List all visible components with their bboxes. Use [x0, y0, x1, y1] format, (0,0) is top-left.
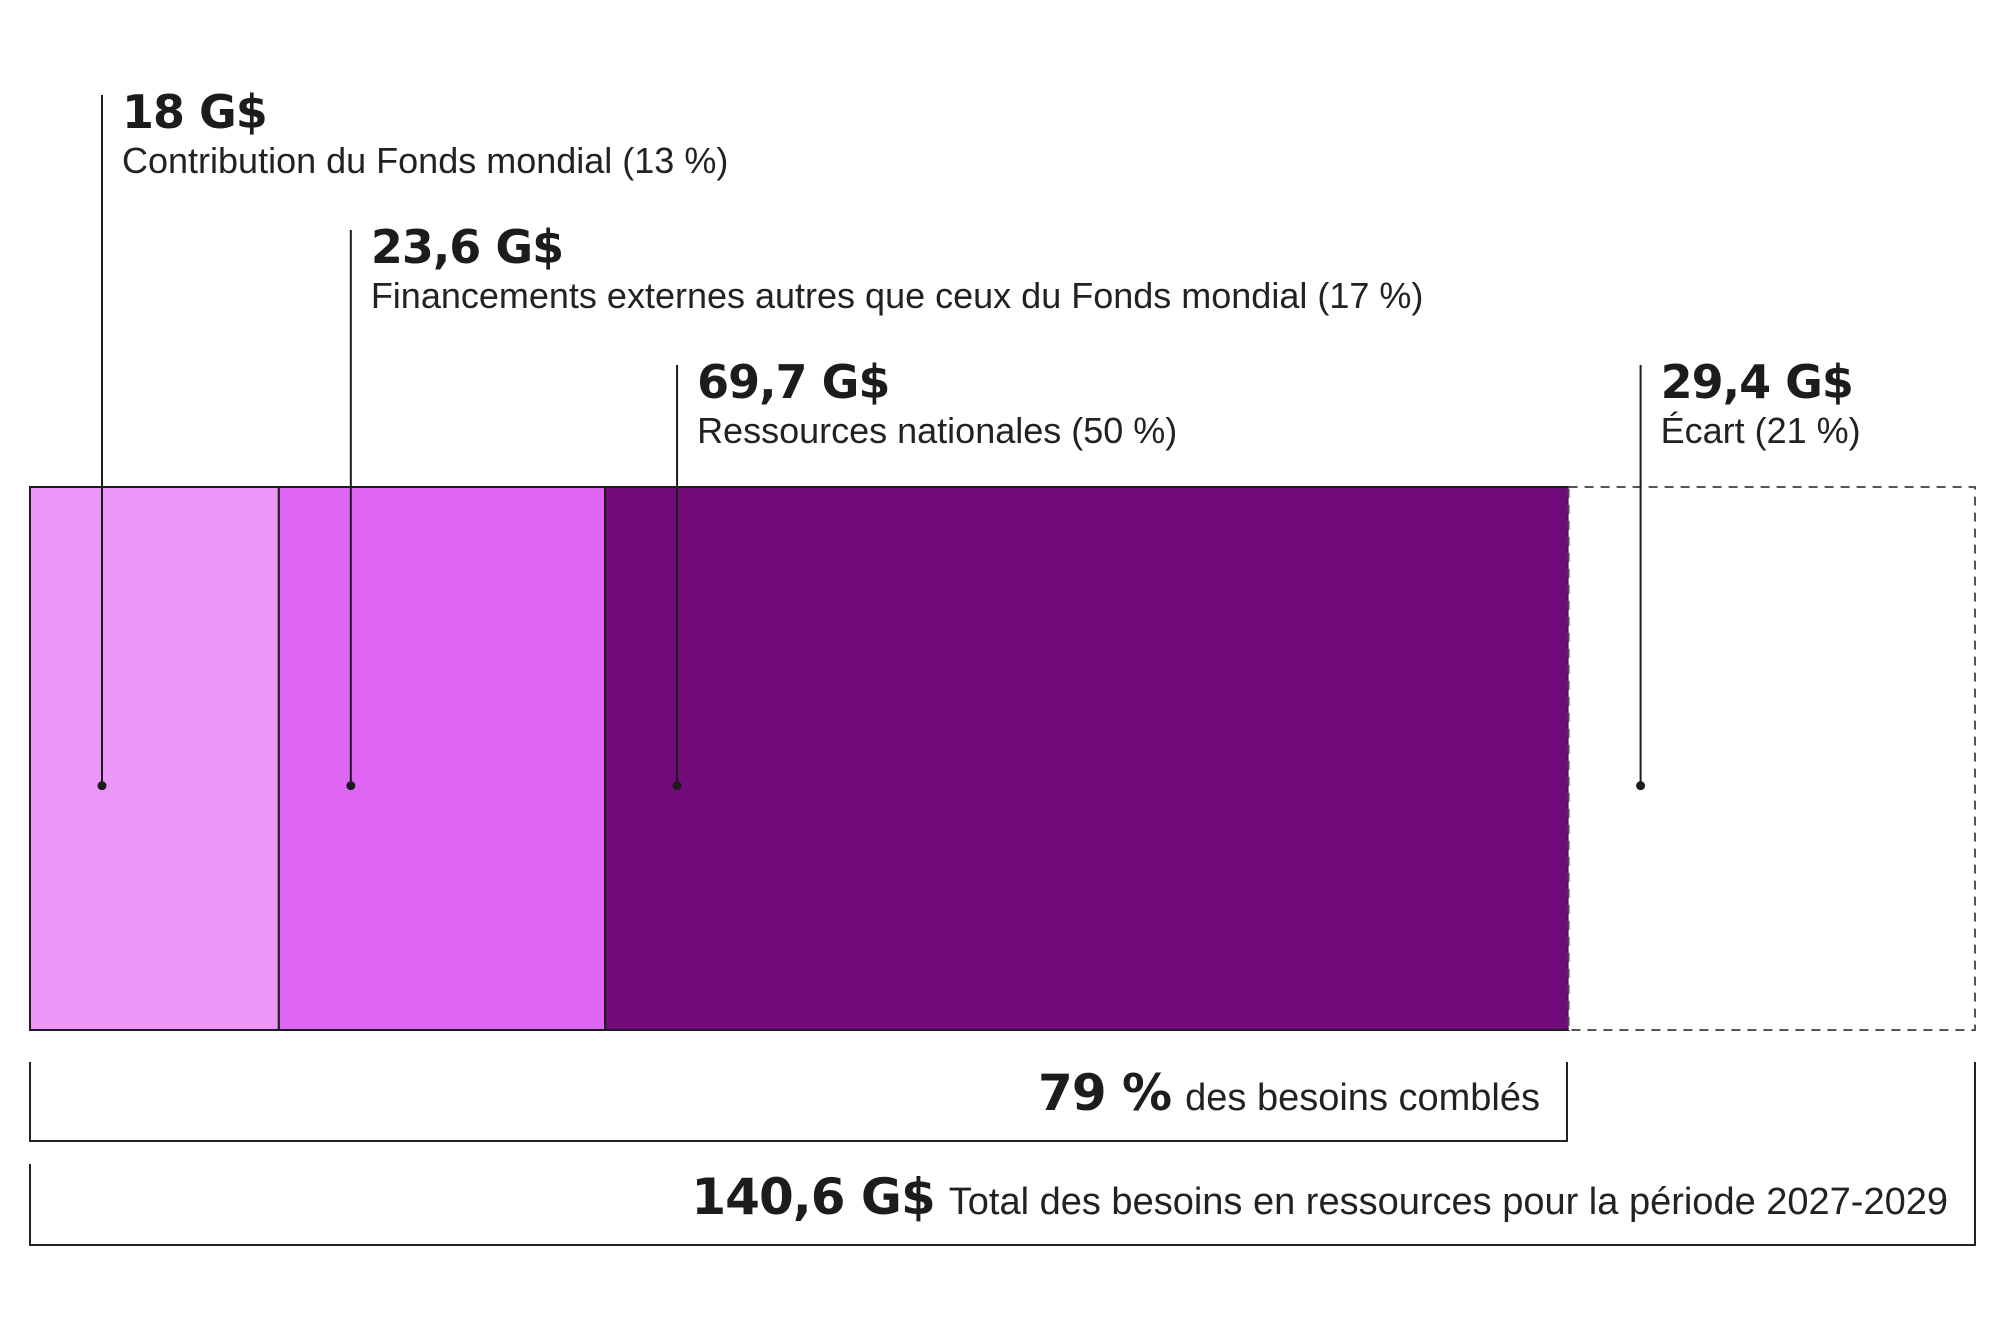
segment-label-2: Financements externes autres que ceux du…	[371, 275, 1424, 316]
leader-dot-4	[1636, 781, 1646, 791]
segment-value-3: 69,7 G$	[697, 355, 889, 409]
segment-value-1: 18 G$	[122, 85, 267, 139]
bar-segment-4	[1567, 486, 1976, 1031]
segment-value-4: 29,4 G$	[1661, 355, 1853, 409]
leaders-layer	[97, 95, 1646, 791]
segment-label-1: Contribution du Fonds mondial (13 %)	[122, 140, 728, 181]
leader-dot-3	[672, 781, 682, 791]
leader-dot-2	[346, 781, 356, 791]
total-label: Total des besoins en ressources pour la …	[949, 1181, 1948, 1223]
covered-value: 79 %	[1038, 1064, 1171, 1122]
total-bracket	[29, 1062, 1976, 1246]
labels-layer: 18 G$Contribution du Fonds mondial (13 %…	[122, 85, 1861, 451]
total-value: 140,6 G$	[691, 1168, 934, 1226]
segment-label-3: Ressources nationales (50 %)	[697, 410, 1177, 451]
summary-layer: 79 % des besoins comblés 140,6 G$ Total …	[29, 1062, 1976, 1246]
bar-segment-2	[277, 486, 607, 1031]
segment-value-2: 23,6 G$	[371, 220, 563, 274]
segment-label-4: Écart (21 %)	[1661, 410, 1861, 451]
bar-segment-3	[604, 486, 1570, 1031]
covered-label: des besoins comblés	[1185, 1077, 1540, 1119]
covered-bracket	[29, 1062, 1568, 1142]
leader-dot-1	[97, 781, 107, 791]
bar-segment-1	[29, 486, 280, 1031]
bars-layer	[29, 486, 1976, 1031]
